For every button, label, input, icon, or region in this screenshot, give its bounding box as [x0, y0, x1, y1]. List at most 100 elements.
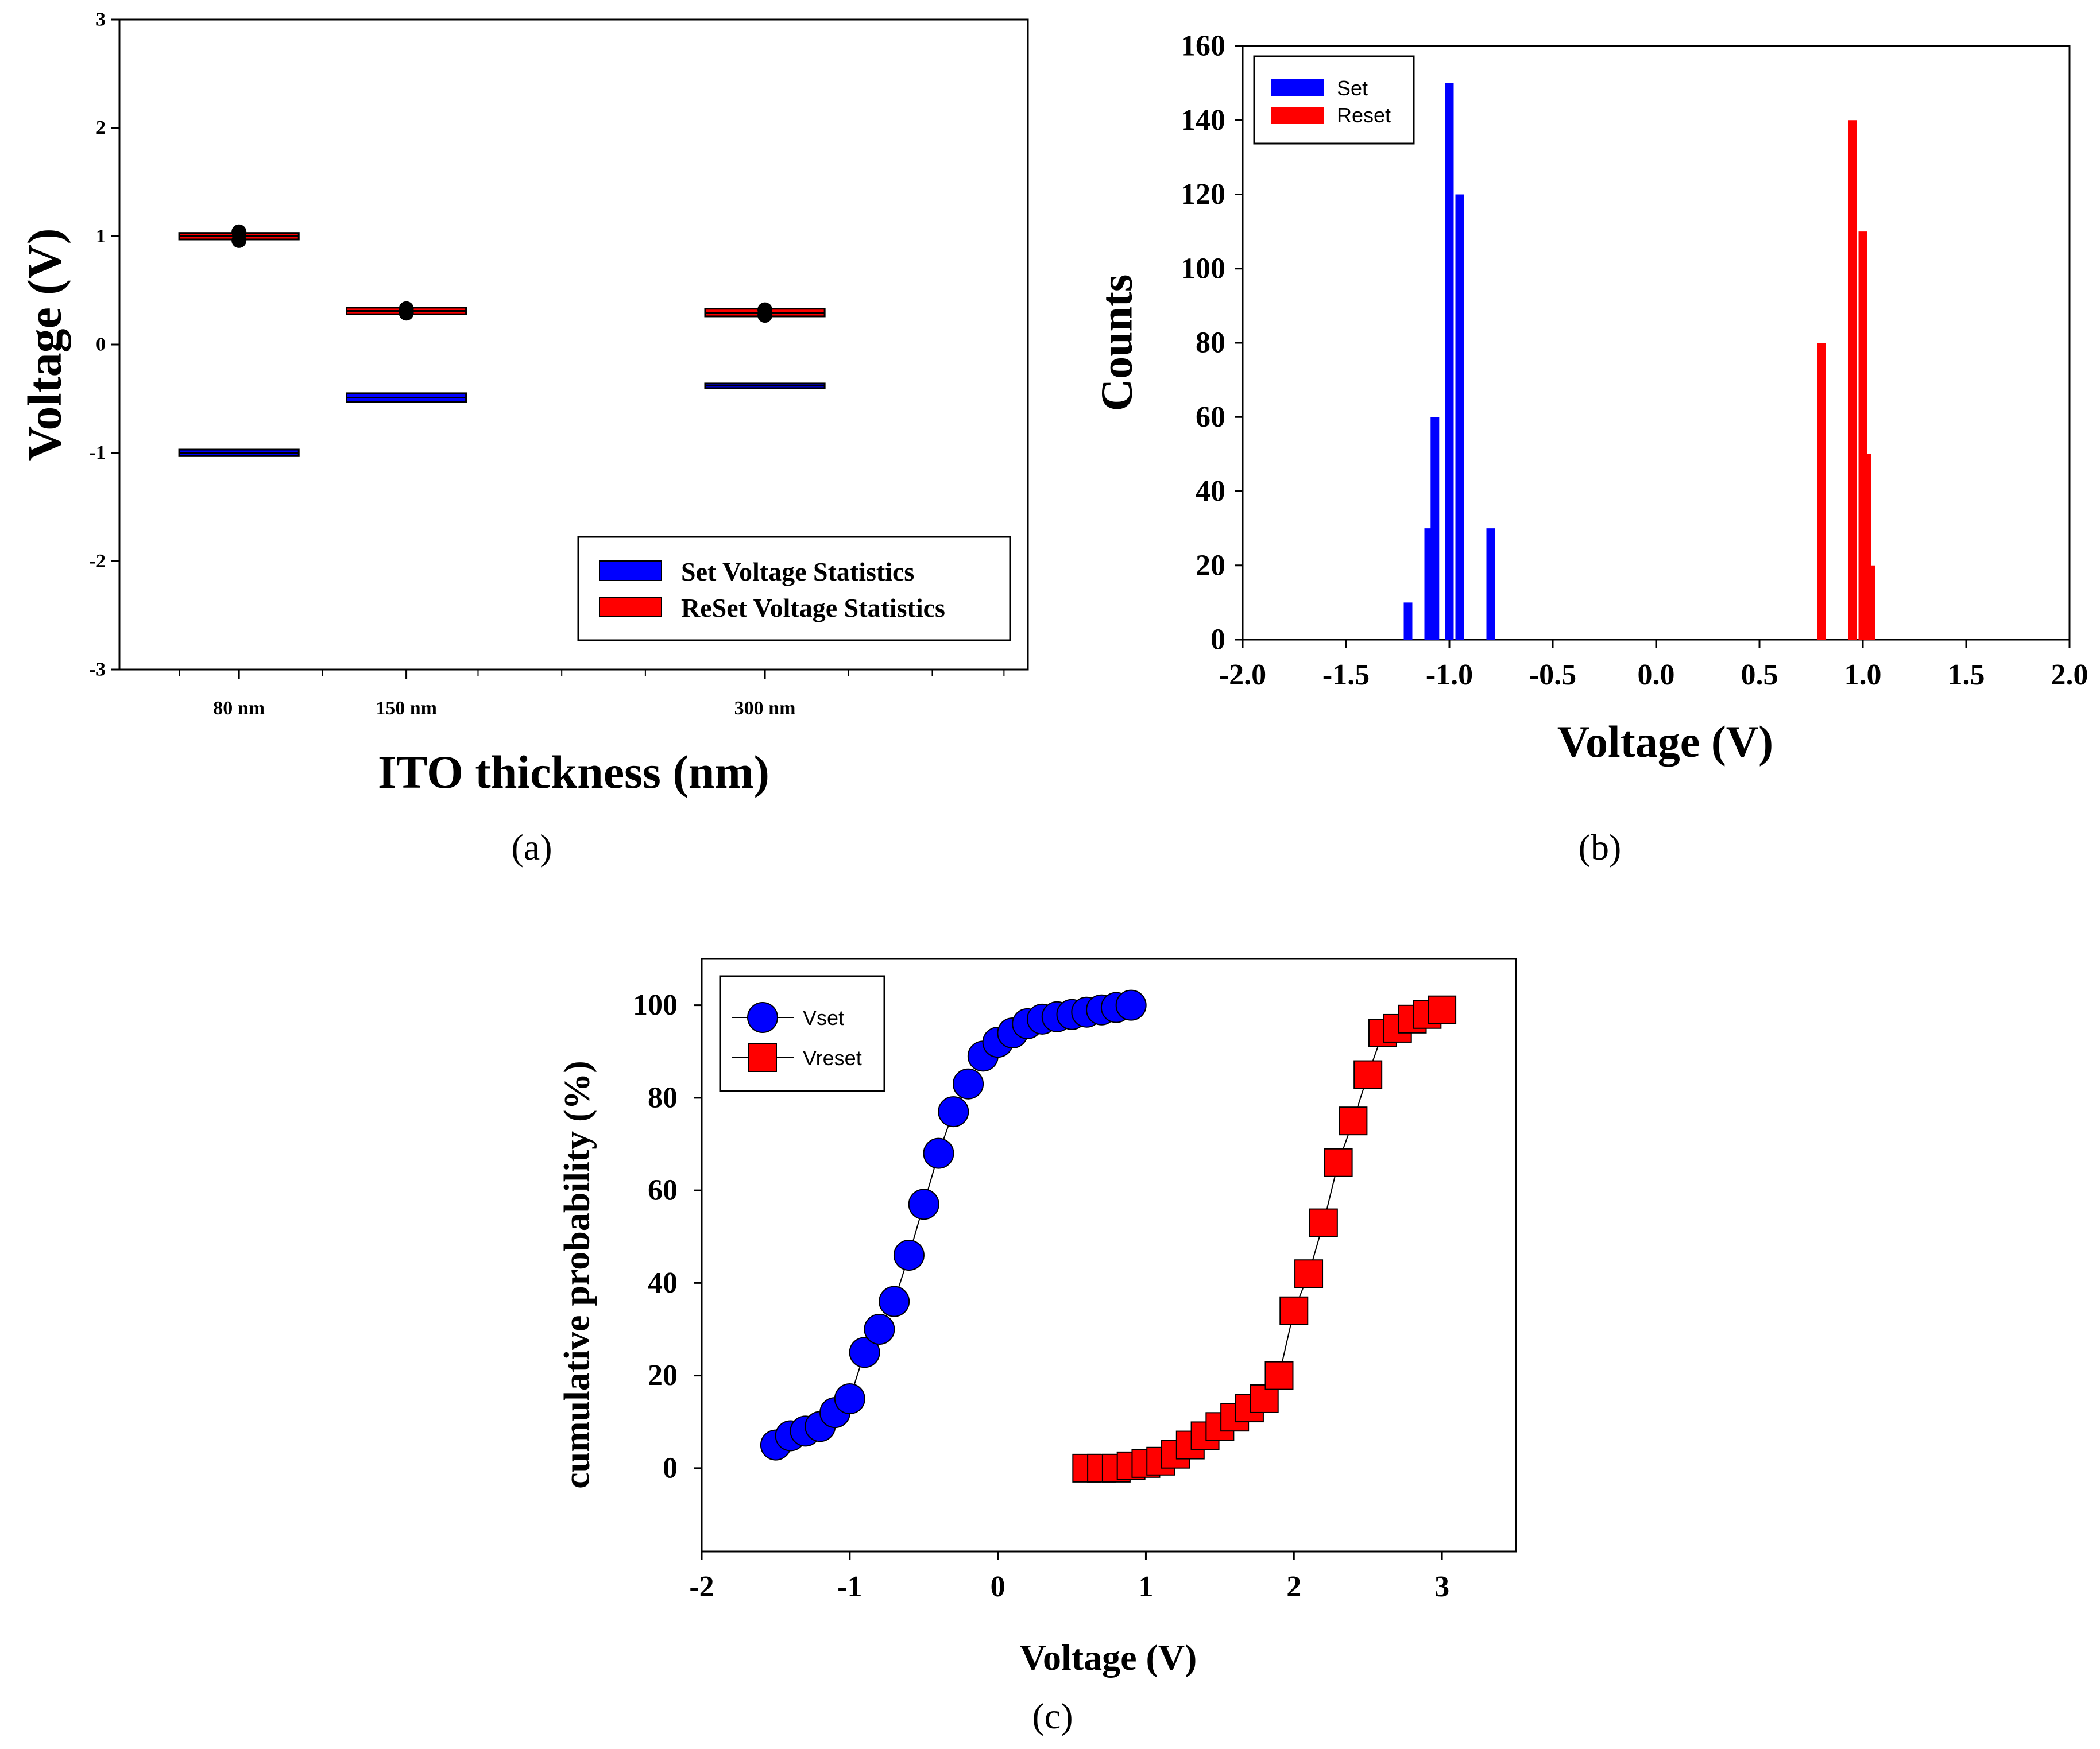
panel-c-point-vreset: [1324, 1148, 1353, 1177]
panel-c-point-vreset: [1339, 1106, 1368, 1136]
panel-b-y-axis-label: Counts: [1092, 274, 1142, 411]
panel-c-x-tick-label: 1: [1138, 1570, 1153, 1603]
panel-a-y-tick-label: 0: [96, 334, 106, 355]
panel-b-y-tick-label: 0: [1211, 624, 1225, 656]
panel-c-legend-vreset-label: Vreset: [803, 1046, 862, 1070]
panel-b-bar-set: [1403, 602, 1413, 640]
panel-c-x-tick-label: -1: [837, 1570, 862, 1603]
panel-c-y-tick-label: 60: [648, 1174, 678, 1207]
panel-b-bar-set: [1430, 417, 1440, 640]
panel-b-x-tick-label: -1.0: [1426, 659, 1473, 691]
panel-c-point-vset: [938, 1096, 969, 1128]
panel-b-y-tick-label: 60: [1196, 401, 1225, 434]
panel-b-x-tick-label: -0.5: [1529, 659, 1576, 691]
panel-c-x-tick-label: 3: [1434, 1570, 1449, 1603]
panel-b-legend-set-swatch: [1271, 79, 1324, 96]
panel-b-legend-box: [1253, 55, 1415, 145]
panel-b-legend-reset-label: Reset: [1337, 103, 1391, 127]
panel-b-bar-reset: [1817, 343, 1826, 640]
panel-c-point-vset: [864, 1314, 895, 1345]
panel-c-legend: Vset Vreset: [719, 975, 885, 1092]
panel-c-cumulative-probability-chart: 0 20 40 60 80 100 -2 -1 0 1 2 3 cumulative probabil…: [556, 958, 1517, 1736]
panel-a-y-axis-label: Voltage (V): [18, 228, 72, 461]
panel-b-x-tick-label: -2.0: [1219, 659, 1266, 691]
panel-b-x-tick-label: 1.0: [1844, 659, 1882, 691]
panel-b-histogram: 0 20 40 60 80 100 120 140 160 -2.0 -1.5 -1.0 -0.5 0.0…: [1092, 30, 2089, 868]
panel-a-legend-box: [577, 536, 1011, 641]
panel-c-point-vreset: [1309, 1208, 1338, 1237]
panel-a-outlier-point: [231, 224, 247, 239]
panel-a-y-tick-label: -3: [90, 659, 106, 680]
panel-b-y-tick-label: 140: [1181, 104, 1225, 137]
panel-c-point-vset: [893, 1240, 925, 1271]
panel-c-point-vreset: [1294, 1259, 1324, 1288]
panel-b-y-tick-label: 20: [1196, 549, 1225, 582]
panel-c-legend-vset-label: Vset: [803, 1006, 844, 1030]
panel-b-x-tick-label: 0.0: [1638, 659, 1675, 691]
panel-b-bar-set: [1486, 528, 1495, 640]
panel-b-x-tick-label: -1.5: [1322, 659, 1370, 691]
panel-c-y-axis-label: cumulative probability (%): [556, 1061, 597, 1489]
panel-c-y-tick-label: 40: [648, 1267, 678, 1299]
panel-a-outlier-point: [757, 302, 773, 318]
panel-c-point-vset: [908, 1189, 939, 1220]
panel-a-label: (a): [511, 827, 552, 868]
panel-c-plot-frame: [701, 958, 1517, 1553]
panel-c-legend-vreset-marker: [748, 1043, 777, 1072]
panel-c-point-vreset: [1353, 1060, 1383, 1089]
panel-c-x-tick-label: 0: [991, 1570, 1005, 1603]
panel-c-legend-box: [719, 975, 885, 1092]
panel-c-y-tick-label: 20: [648, 1359, 678, 1392]
panel-b-label: (b): [1579, 827, 1622, 868]
panel-c-x-tick-label: -2: [689, 1570, 714, 1603]
panel-c-point-vreset: [1279, 1296, 1309, 1325]
panel-c-point-vreset: [1428, 995, 1457, 1024]
panel-b-legend-set-label: Set: [1337, 76, 1368, 100]
panel-a-x-tick-label: 300 nm: [734, 698, 796, 719]
panel-a-legend: Set Voltage Statistics ReSet Voltage Sta…: [577, 536, 1011, 641]
panel-b-y-tick-label: 100: [1181, 252, 1225, 285]
panel-c-x-axis-label: Voltage (V): [1020, 1637, 1197, 1678]
panel-c-point-vset: [953, 1068, 984, 1100]
panel-b-bar-reset: [1848, 120, 1857, 640]
panel-a-legend-set-swatch: [599, 560, 662, 581]
panel-c-point-vreset: [1264, 1361, 1294, 1390]
panel-c-point-vset: [879, 1286, 910, 1317]
panel-a-y-tick-label: 3: [96, 9, 106, 30]
panel-a-y-tick-label: -1: [90, 442, 106, 463]
panel-c-y-tick-label: 100: [633, 989, 678, 1021]
panel-b-legend: Set Reset: [1253, 55, 1415, 145]
panel-b-x-tick-label: 1.5: [1948, 659, 1985, 691]
panel-c-point-vset: [1115, 989, 1147, 1021]
panel-b-x-tick-label: 0.5: [1741, 659, 1778, 691]
panel-c-y-tick-label: 0: [663, 1452, 678, 1484]
panel-c-y-tick-label: 80: [648, 1081, 678, 1114]
panel-c-point-vset: [834, 1383, 865, 1414]
panel-a-x-axis-label: ITO thickness (nm): [378, 746, 769, 798]
panel-c-point-vset: [923, 1137, 954, 1169]
panel-b-bar-set: [1455, 194, 1464, 640]
panel-c-point-vset: [849, 1337, 880, 1368]
panel-b-y-tick-label: 80: [1196, 327, 1225, 359]
panel-b-bar-set: [1445, 83, 1454, 640]
panel-a-y-tick-label: 2: [96, 117, 106, 138]
panel-a-legend-reset-label: ReSet Voltage Statistics: [681, 593, 945, 622]
panel-a-legend-set-label: Set Voltage Statistics: [681, 557, 914, 586]
panel-b-y-tick-label: 40: [1196, 475, 1225, 508]
panel-c-label: (c): [1032, 1696, 1073, 1736]
panel-b-bar-reset: [1866, 565, 1875, 640]
panel-a-x-tick-label: 150 nm: [376, 698, 437, 719]
panel-b-y-tick-label: 160: [1181, 30, 1225, 63]
panel-a-outlier-point: [399, 301, 414, 316]
panel-b-x-tick-label: 2.0: [2051, 659, 2089, 691]
panel-b-legend-reset-swatch: [1271, 107, 1324, 124]
panel-c-legend-vset-marker: [747, 1002, 778, 1033]
panel-b-y-tick-label: 120: [1181, 178, 1225, 211]
panel-a-x-tick-label: 80 nm: [213, 698, 265, 719]
panel-a-legend-reset-swatch: [599, 597, 662, 617]
panel-b-x-axis-label: Voltage (V): [1557, 717, 1773, 767]
panel-a-y-tick-label: 1: [96, 226, 106, 247]
panel-a-y-tick-label: -2: [90, 551, 106, 572]
